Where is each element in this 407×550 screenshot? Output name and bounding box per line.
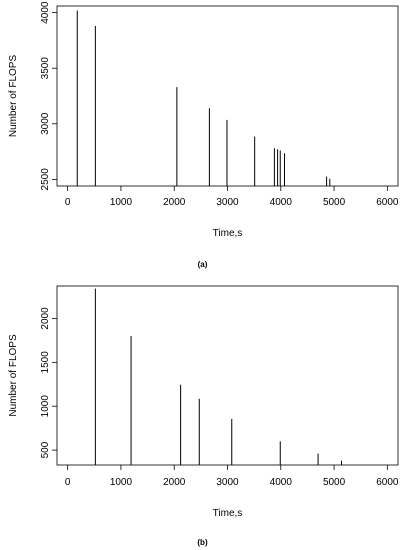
y-tick-label: 1000 [40, 395, 51, 418]
x-tick-label: 6000 [376, 197, 399, 208]
x-axis-label: Time,s [213, 228, 243, 239]
x-tick-label: 1000 [110, 477, 133, 488]
x-tick-label: 6000 [376, 477, 399, 488]
y-tick-label: 4000 [40, 1, 51, 24]
y-tick-label: 3500 [40, 57, 51, 80]
x-tick-label: 2000 [163, 477, 186, 488]
x-tick-label: 3000 [216, 477, 239, 488]
panel-a: 0 1000 2000 3000 4000 5000 6000 2500 3000 3500 400… [8, 1, 399, 269]
panel-b: 0 1000 2000 3000 4000 5000 6000 500 1000 1500 2000… [8, 285, 399, 547]
y-tick-label: 3000 [40, 112, 51, 135]
x-tick-label: 1000 [110, 197, 133, 208]
x-tick-label: 0 [65, 477, 71, 488]
x-tick-label: 4000 [270, 197, 293, 208]
plot-frame [56, 285, 399, 466]
x-axis-label: Time,s [213, 508, 243, 519]
y-axis-label: Number of FLOPS [8, 55, 19, 138]
y-tick-label: 2000 [40, 307, 51, 330]
y-tick-label: 2500 [40, 168, 51, 191]
y-tick-label: 500 [40, 441, 51, 458]
x-tick-label: 2000 [163, 197, 186, 208]
y-tick-label: 1500 [40, 351, 51, 374]
plot-frame [56, 5, 399, 187]
panel-caption: (a) [198, 260, 208, 269]
x-tick-label: 5000 [323, 197, 346, 208]
x-tick-label: 3000 [216, 197, 239, 208]
x-tick-label: 5000 [323, 477, 346, 488]
y-axis-label: Number of FLOPS [8, 334, 19, 417]
x-tick-label: 0 [65, 197, 71, 208]
panel-caption: (b) [197, 538, 208, 547]
x-tick-label: 4000 [270, 477, 293, 488]
